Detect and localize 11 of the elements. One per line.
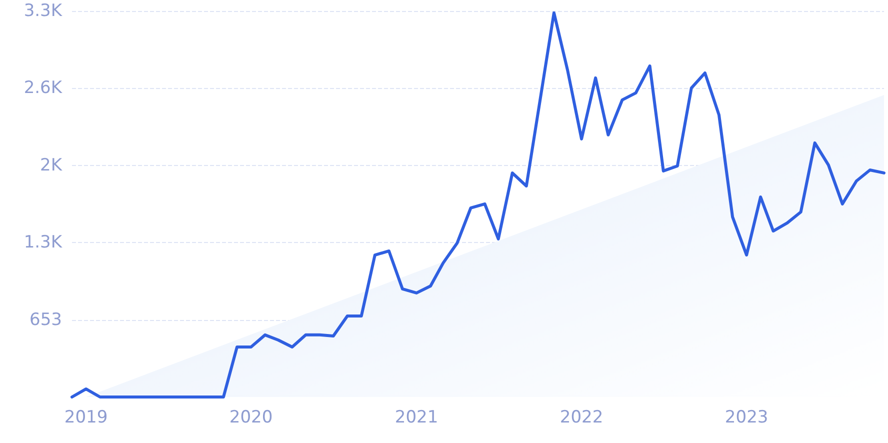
x-tick-label: 2022 <box>560 408 604 428</box>
y-tick-label: 2K <box>40 155 63 176</box>
y-tick-label: 653 <box>30 310 62 330</box>
x-tick-label: 2023 <box>724 408 768 428</box>
y-tick-label: 3.3K <box>24 1 63 21</box>
line-series <box>70 11 886 398</box>
y-tick-label: 2.6K <box>24 78 63 98</box>
y-tick-label: 1.3K <box>24 232 63 253</box>
x-tick-label: 2020 <box>229 408 273 428</box>
x-tick-label: 2019 <box>64 408 108 428</box>
x-tick-label: 2021 <box>394 408 438 428</box>
